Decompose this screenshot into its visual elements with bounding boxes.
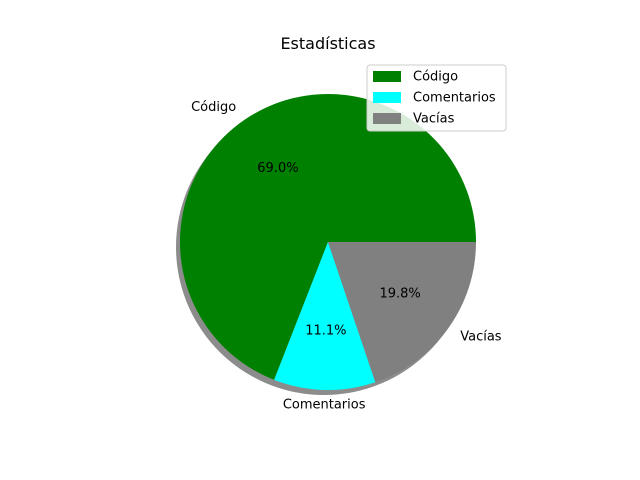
slice-labels: Código Comentarios Vacías: [191, 100, 502, 412]
slice-percent-label-0: 69.0%: [257, 161, 298, 176]
slice-label-1: Comentarios: [283, 397, 366, 412]
slice-label-2: Vacías: [460, 329, 502, 344]
legend-frame: [366, 64, 507, 132]
pie-slices: [180, 94, 477, 390]
slice-label-0: Código: [191, 100, 236, 115]
slice-percent-label-2: 19.8%: [379, 286, 420, 301]
pie-slice-1: [274, 242, 376, 390]
legend-entry-1: Comentarios: [413, 91, 496, 106]
chart-title: Estadísticas: [280, 34, 375, 53]
legend-entry-2: Vacías: [413, 112, 455, 127]
pie-slice-0: [180, 94, 477, 380]
slice-percent-labels: 69.0% 11.1% 19.8%: [257, 161, 421, 338]
slice-percent-label-1: 11.1%: [305, 323, 346, 338]
legend-swatch-2: [373, 113, 401, 124]
pie-slice-2: [328, 242, 476, 383]
legend-entry-0: Código: [413, 70, 458, 85]
legend: Código Comentarios Vacías: [366, 64, 507, 132]
legend-swatch-1: [373, 92, 401, 103]
legend-swatch-0: [373, 71, 401, 82]
